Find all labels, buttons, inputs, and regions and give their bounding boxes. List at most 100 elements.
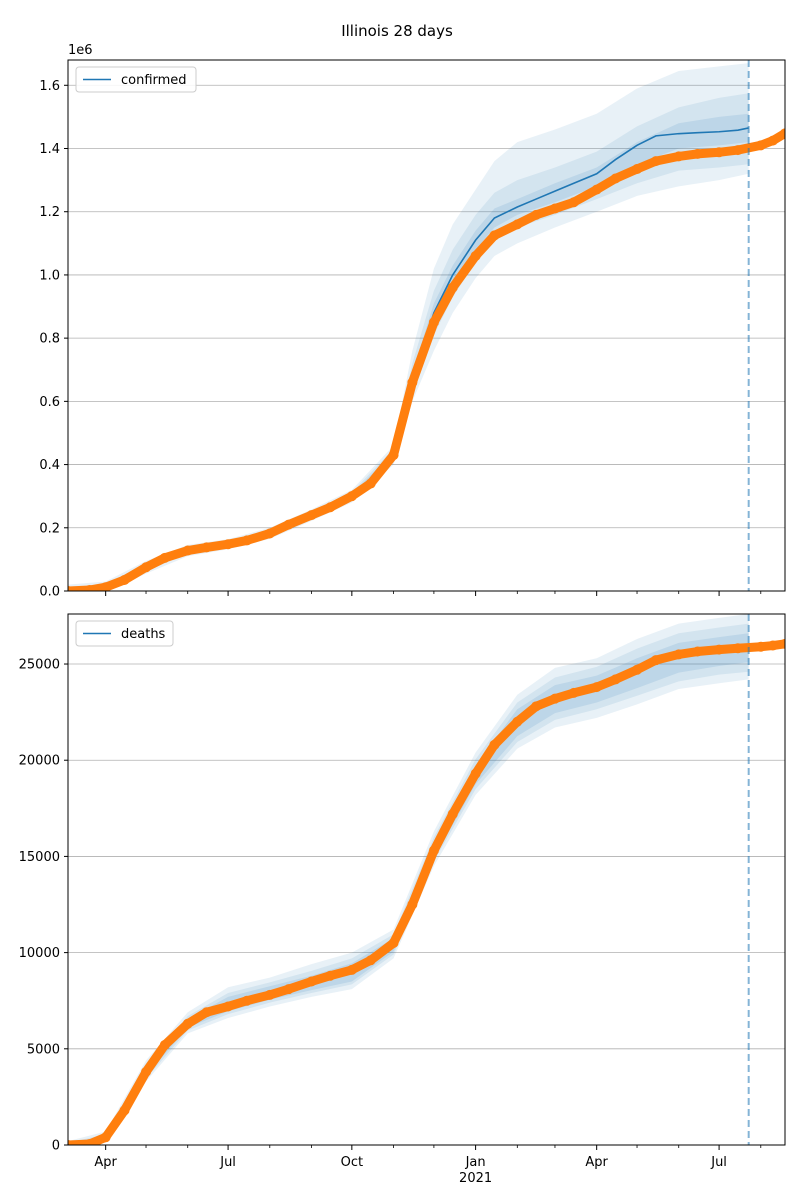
observed-point [159, 1039, 170, 1050]
observed-point [489, 739, 500, 750]
observed-point [264, 528, 275, 539]
observed-point [692, 148, 703, 159]
y-tick-label: 25000 [19, 658, 60, 673]
observed-point [549, 203, 560, 214]
observed-point [767, 135, 778, 146]
x-tick-label: Jul [710, 1155, 727, 1170]
observed-point [100, 1132, 111, 1143]
observed-point [780, 128, 785, 139]
x-tick-label: Jul [219, 1155, 236, 1170]
legend-label: confirmed [121, 73, 187, 88]
observed-point [201, 542, 212, 553]
observed-point [241, 535, 252, 546]
observed-point [119, 1105, 130, 1116]
x-year-label: 2021 [459, 1171, 492, 1186]
observed-point [182, 545, 193, 556]
observed-point [141, 562, 152, 573]
axes-frame [67, 613, 786, 1146]
observed-point [591, 184, 602, 195]
observed-point [264, 989, 275, 1000]
observed-point [489, 230, 500, 241]
y-tick-label: 0.8 [39, 332, 60, 347]
observed-point [610, 173, 621, 184]
observed-point [673, 151, 684, 162]
y-tick-label: 0.6 [39, 395, 60, 410]
observed-point [223, 1001, 234, 1012]
observed-point [325, 502, 336, 513]
x-tick-label: Jan [465, 1155, 486, 1170]
observed-point [610, 674, 621, 685]
observed-point [632, 164, 643, 175]
observed-point [84, 585, 95, 591]
observed-point [447, 282, 458, 293]
observed-point [365, 955, 376, 966]
observed-point [241, 995, 252, 1006]
observed-point [650, 156, 661, 167]
chart-title: Illinois 28 days [341, 22, 453, 40]
uncertainty-band [68, 614, 749, 1145]
uncertainty-band [68, 93, 749, 591]
observed-point [568, 197, 579, 208]
x-tick-label: Apr [585, 1155, 608, 1170]
observed-point [591, 682, 602, 693]
observed-point [68, 586, 73, 591]
confirmed-panel: 0.0 0.2 0.4 0.6 0.8 1.0 1.2 1.4 1.6 1e6 confirmed [39, 43, 786, 600]
legend-label: deaths [121, 627, 166, 642]
observed-point [732, 643, 743, 654]
observed-point [388, 450, 399, 461]
observed-point [673, 649, 684, 660]
observed-point [223, 539, 234, 550]
y-tick-label: 0.0 [39, 585, 60, 600]
observed-point [531, 209, 542, 220]
observed-point [755, 641, 766, 652]
observed-point [531, 701, 542, 712]
observed-point [141, 1066, 152, 1077]
observed-point [632, 664, 643, 675]
y-tick-label: 15000 [19, 850, 60, 865]
observed-point [201, 1007, 212, 1018]
observed-point [306, 976, 317, 987]
observed-point [755, 140, 766, 151]
observed-point [182, 1018, 193, 1029]
observed-point [732, 145, 743, 156]
observed-point [568, 687, 579, 698]
observed-point [407, 377, 418, 388]
plot-area [68, 614, 785, 1145]
observed-point [346, 491, 357, 502]
observed-point [283, 519, 294, 530]
observed-point [388, 937, 399, 948]
plot-area [68, 63, 785, 591]
y-tick-label: 0.4 [39, 458, 60, 473]
observed-point [283, 984, 294, 995]
observed-point [306, 510, 317, 521]
y-tick-label: 1.2 [39, 205, 60, 220]
observed-point [346, 964, 357, 975]
observed-point [780, 638, 785, 649]
legend-box [75, 620, 174, 647]
y-tick-label: 5000 [27, 1042, 60, 1057]
legend-box [75, 66, 197, 93]
observed-point [650, 655, 661, 666]
y-offset-label: 1e6 [68, 43, 93, 58]
x-tick-label: Apr [94, 1155, 117, 1170]
observed-point [512, 219, 523, 230]
observed-point [549, 693, 560, 704]
observed-point [84, 1139, 95, 1145]
y-tick-label: 1.6 [39, 79, 60, 94]
y-tick-label: 1.0 [39, 268, 60, 283]
observed-point [692, 646, 703, 657]
observed-point [470, 250, 481, 261]
observed-point [470, 768, 481, 779]
deaths-panel: 0 5000 10000 15000 20000 25000 Apr Jul Oct Jan Apr… [19, 613, 786, 1186]
observed-point [428, 317, 439, 328]
observed-point [512, 716, 523, 727]
y-tick-label: 20000 [19, 754, 60, 769]
observed-point [407, 899, 418, 910]
observed-point [447, 809, 458, 820]
y-tick-label: 0.2 [39, 521, 60, 536]
observed-point [365, 478, 376, 489]
x-tick-label: Oct [341, 1155, 363, 1170]
observed-point [428, 845, 439, 856]
